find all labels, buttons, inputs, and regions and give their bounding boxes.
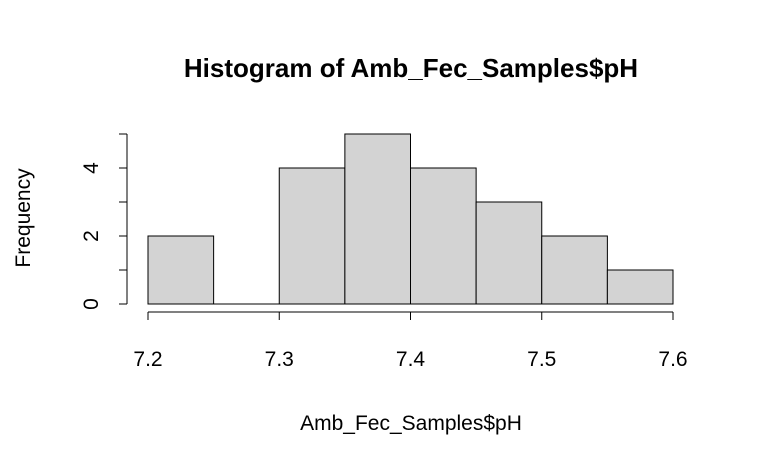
histogram-bar — [541, 235, 608, 305]
x-axis-label: Amb_Fec_Samples$pH — [300, 412, 522, 435]
x-axis: 7.2 7.3 7.4 7.5 7.6 — [133, 311, 688, 371]
histogram-bar — [278, 167, 346, 305]
chart-title: Histogram of Amb_Fec_Samples$pH — [184, 53, 638, 83]
histogram-bar — [147, 235, 215, 305]
x-tick-label: 7.4 — [396, 348, 426, 371]
y-tick-label: 2 — [80, 230, 103, 242]
histogram-bar — [344, 133, 411, 305]
x-tick-label: 7.5 — [527, 348, 556, 371]
histogram-bars — [147, 133, 674, 305]
y-tick-label: 4 — [80, 162, 103, 174]
histogram-bar — [606, 269, 674, 305]
y-axis-label: Frequency — [12, 168, 35, 268]
x-tick-label: 7.6 — [658, 348, 687, 371]
y-axis: 0 2 4 — [80, 133, 128, 310]
histogram-bar — [410, 167, 477, 305]
histogram-bar — [475, 201, 543, 305]
x-tick-label: 7.2 — [133, 348, 162, 371]
y-tick-label: 0 — [80, 298, 103, 310]
x-tick-label: 7.3 — [265, 348, 294, 371]
